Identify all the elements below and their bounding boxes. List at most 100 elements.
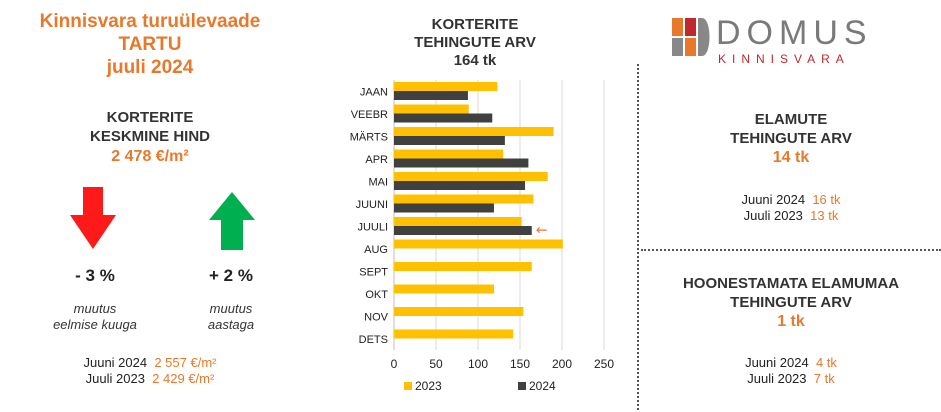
logo-name: DOMUS: [716, 14, 873, 52]
houses-june-label: Juuni 2024: [741, 192, 806, 207]
category-label: JAAN: [360, 86, 388, 98]
land-compare: Juuni 2024 4 tk Juuli 2023 7 tk: [641, 355, 941, 387]
bar-2024: [394, 181, 526, 190]
avg-price-compare: Juuni 2024 2 557 €/m² Juuli 2023 2 429 €…: [0, 355, 300, 387]
bar-2024: [394, 91, 468, 100]
houses-value: 14 tk: [772, 149, 810, 166]
category-label: VEEBR: [351, 109, 388, 121]
report-title: Kinnisvara turuülevaade TARTU juuli 2024: [0, 10, 300, 79]
category-label: OKT: [365, 289, 388, 301]
houses-compare-july2023: Juuli 2023 13 tk: [641, 208, 941, 224]
compare-row-july2023: Juuli 2023 2 429 €/m²: [0, 371, 300, 387]
compare-july2023-value: 2 429 €/m²: [152, 371, 215, 386]
bar-2023: [394, 172, 548, 181]
current-month-arrow-icon: ←: [536, 223, 548, 239]
land-title-2: TEHINGUTE ARV: [730, 294, 852, 311]
change-month-label: muutus eelmise kuuga: [30, 301, 160, 333]
category-label: AUG: [364, 244, 388, 256]
category-label: JUULI: [357, 221, 388, 233]
houses-title-1: ELAMUTE: [754, 111, 828, 128]
bar-2023: [394, 217, 522, 226]
houses-title-2: TEHINGUTE ARV: [730, 130, 852, 147]
change-month-label-2: eelmise kuuga: [53, 317, 137, 332]
compare-july2023-label: Juuli 2023: [85, 371, 145, 386]
avg-price-value: 2 478 €/m²: [111, 148, 189, 165]
change-year-label-1: muutus: [209, 301, 253, 316]
compare-june-label: Juuni 2024: [83, 355, 148, 370]
houses-compare-june: Juuni 2024 16 tk: [641, 192, 941, 208]
bar-2023: [394, 262, 532, 271]
transactions-bar-chart: JAAN VEEBR MÄRTS APR MAI JUUNI JUULI ← AUG SEPT OK…: [350, 80, 614, 393]
logo-sub: KINNISVARA: [718, 52, 850, 66]
avg-price-section: KORTERITE KESKMINE HIND: [0, 108, 300, 146]
avg-price-title-2: KESKMINE HIND: [89, 128, 210, 145]
bar-2023: [394, 127, 554, 136]
change-month-label-1: muutus: [73, 301, 117, 316]
bar-2023: [394, 194, 534, 204]
bar-2024: [394, 136, 505, 145]
x-tick-label: 0: [391, 357, 398, 371]
category-label: MÄRTS: [350, 131, 388, 143]
title-line-3: juuli 2024: [106, 57, 194, 78]
legend-label: 2024: [529, 379, 556, 393]
chart-title-1: KORTERITE: [431, 16, 519, 33]
up-arrow-icon: [209, 192, 255, 250]
horizontal-divider: [641, 249, 941, 251]
houses-section: ELAMUTE TEHINGUTE ARV 14 tk: [641, 110, 941, 167]
land-june-value: 4 tk: [815, 355, 837, 370]
x-tick-label: 250: [594, 357, 614, 371]
houses-compare: Juuni 2024 16 tk Juuli 2023 13 tk: [641, 192, 941, 224]
x-tick-label: 200: [552, 357, 572, 371]
left-panel: Kinnisvara turuülevaade TARTU juuli 2024…: [0, 0, 300, 412]
change-month-value: - 3 %: [75, 266, 115, 285]
legend-swatch-2024: [518, 382, 526, 390]
domus-logo: DOMUS KINNISVARA: [672, 14, 912, 68]
bar-2023: [394, 307, 524, 316]
bar-2023: [394, 329, 514, 339]
bar-2023: [394, 284, 494, 294]
bar-2023: [394, 104, 469, 114]
vertical-divider: [637, 64, 639, 410]
chart-header: KORTERITE TEHINGUTE ARV 164 tk: [400, 16, 550, 70]
category-label: APR: [365, 154, 388, 166]
compare-row-june: Juuni 2024 2 557 €/m²: [0, 355, 300, 371]
bar-2023: [394, 82, 498, 91]
x-tick-label: 100: [468, 357, 488, 371]
logo-mark-icon: [672, 18, 710, 56]
x-tick-label: 50: [429, 357, 443, 371]
houses-july2023-label: Juuli 2023: [743, 208, 803, 223]
category-label: JUUNI: [356, 199, 388, 211]
land-value: 1 tk: [777, 313, 805, 330]
land-section: HOONESTAMATA ELAMUMAA TEHINGUTE ARV 1 tk: [641, 274, 941, 331]
land-title-1: HOONESTAMATA ELAMUMAA: [682, 275, 900, 292]
category-label: NOV: [364, 311, 389, 323]
category-label: SEPT: [359, 266, 388, 278]
change-year-value: + 2 %: [209, 266, 253, 285]
bar-2024: [394, 203, 494, 213]
bar-2024: [394, 113, 493, 123]
houses-june-value: 16 tk: [812, 192, 841, 207]
legend-label: 2023: [415, 379, 442, 393]
chart-title-2: TEHINGUTE ARV: [414, 34, 536, 51]
bar-2024: [394, 158, 529, 168]
legend-swatch-2023: [404, 382, 412, 390]
title-line-2: TARTU: [118, 34, 182, 55]
bar-2024: [394, 226, 532, 235]
land-compare-july2023: Juuli 2023 7 tk: [641, 371, 941, 387]
land-july2023-value: 7 tk: [813, 371, 835, 386]
land-compare-june: Juuni 2024 4 tk: [641, 355, 941, 371]
land-july2023-label: Juuli 2023: [747, 371, 807, 386]
compare-june-value: 2 557 €/m²: [154, 355, 217, 370]
change-year-label: muutus aastaga: [166, 301, 296, 333]
category-label: DETS: [359, 334, 388, 346]
houses-july2023-value: 13 tk: [810, 208, 839, 223]
land-june-label: Juuni 2024: [745, 355, 809, 370]
title-line-1: Kinnisvara turuülevaade: [39, 11, 261, 32]
change-year-label-2: aastaga: [207, 317, 255, 332]
down-arrow-icon: [70, 187, 116, 249]
category-label: MAI: [368, 176, 388, 188]
bar-2023: [394, 149, 504, 159]
chart-total-value: 164 tk: [453, 52, 497, 69]
bar-2023: [394, 239, 563, 249]
avg-price-title-1: KORTERITE: [106, 109, 194, 126]
